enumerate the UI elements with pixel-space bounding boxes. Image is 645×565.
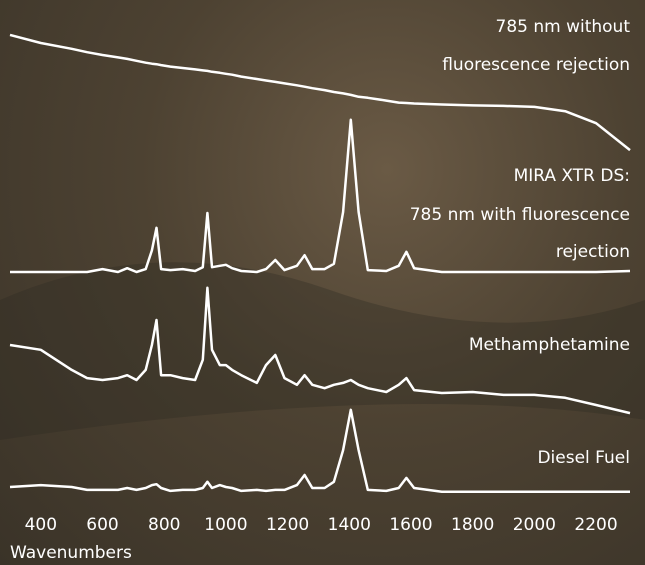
x-tick-label: 1600 [389, 515, 432, 535]
x-tick-label: 600 [86, 515, 118, 535]
series-label: MIRA XTR DS: [514, 166, 630, 186]
x-axis-label: Wavenumbers [10, 543, 132, 563]
series-label: 785 nm without [496, 17, 631, 37]
x-tick-label: 1000 [204, 515, 247, 535]
spectrum-line [10, 118, 631, 274]
series-label: Diesel Fuel [537, 448, 630, 468]
x-tick-label: 1200 [266, 515, 309, 535]
spectrum-line [9, 408, 630, 494]
series-label: Methamphetamine [469, 335, 630, 355]
x-tick-label: 2000 [513, 515, 556, 535]
x-tick-label: 800 [148, 515, 180, 535]
x-tick-label: 1400 [328, 515, 371, 535]
series-label: rejection [556, 242, 630, 262]
spectrum-line [9, 286, 631, 415]
background-shade [0, 262, 645, 440]
x-tick-label: 1800 [451, 515, 494, 535]
series-label: fluorescence rejection [442, 55, 630, 75]
spectrum-line [9, 33, 631, 152]
series-label: 785 nm with fluorescence [410, 205, 630, 225]
x-tick-label: 400 [25, 515, 57, 535]
x-tick-label: 2200 [574, 515, 617, 535]
